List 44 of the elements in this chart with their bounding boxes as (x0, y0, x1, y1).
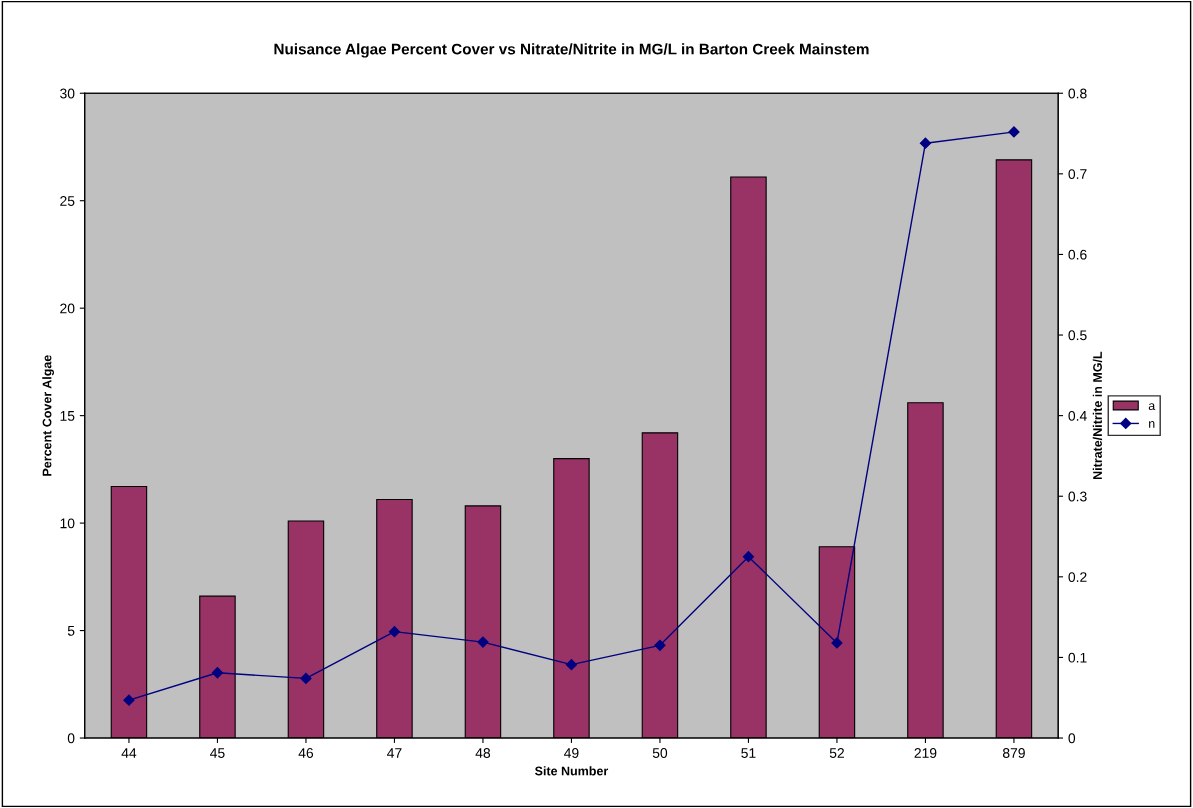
point (565, 659, 578, 671)
point (919, 137, 932, 149)
point (654, 639, 666, 651)
y-tick-label: 0 (67, 733, 75, 744)
y2-tick-label: 0.2 (1068, 572, 1087, 582)
point (300, 672, 312, 684)
x-tick-label: 219 (914, 748, 937, 758)
x-tick-label: 49 (564, 748, 579, 758)
y-axis-title: Percent Cover Algae (42, 355, 54, 476)
point (742, 551, 755, 563)
y2-tick-label: 0.7 (1068, 169, 1087, 180)
point (388, 626, 401, 638)
x-tick-label: 51 (741, 748, 756, 758)
y2-tick-label: 0.4 (1068, 410, 1087, 421)
legend-label: n (1149, 421, 1155, 428)
y2-axis-title: Nitrate/Nitrite in MG/L (1092, 351, 1103, 480)
point (211, 667, 224, 679)
x-tick-label: 50 (652, 748, 668, 758)
legend-label: a (1148, 403, 1156, 411)
x-tick-label: 44 (121, 748, 137, 758)
y2-tick-label: 0.1 (1068, 652, 1087, 663)
x-tick-label: 52 (829, 748, 844, 758)
y-tick-label: 15 (60, 411, 75, 421)
x-tick-label: 45 (210, 748, 225, 758)
point (1008, 126, 1020, 138)
point (477, 636, 489, 648)
y-tick-label: 20 (60, 303, 75, 314)
x-tick-label: 48 (475, 748, 491, 758)
y2-tick-label: 0.8 (1068, 88, 1087, 99)
chart-title: Nuisance Algae Percent Cover vs Nitrate/Nitrite in MG/L in Barton Creek Mainstem (274, 43, 869, 58)
y-tick-label: 10 (60, 518, 75, 529)
y2-tick-label: 0 (1068, 733, 1076, 744)
y2-tick-label: 0.6 (1068, 249, 1087, 260)
point (831, 637, 843, 649)
y2-tick-label: 0.3 (1068, 491, 1087, 502)
point (123, 694, 135, 706)
x-tick-label: 47 (387, 748, 402, 758)
y-tick-label: 30 (60, 88, 75, 99)
y2-tick-label: 0.5 (1068, 330, 1087, 341)
y-tick-label: 5 (67, 626, 75, 636)
y-tick-label: 25 (60, 196, 75, 206)
x-axis-title: Site Number (534, 766, 609, 776)
x-tick-label: 879 (1002, 748, 1025, 758)
x-tick-label: 46 (298, 748, 314, 758)
